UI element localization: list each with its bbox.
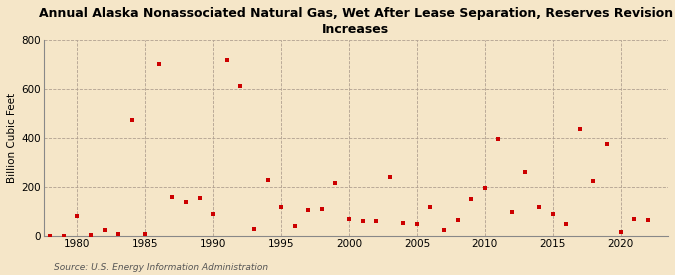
- Point: [520, 170, 531, 174]
- Point: [194, 196, 205, 200]
- Point: [601, 142, 612, 146]
- Point: [140, 231, 151, 236]
- Point: [452, 218, 463, 222]
- Point: [384, 175, 395, 179]
- Point: [317, 207, 327, 211]
- Point: [547, 212, 558, 216]
- Y-axis label: Billion Cubic Feet: Billion Cubic Feet: [7, 93, 17, 183]
- Point: [534, 204, 545, 209]
- Point: [208, 212, 219, 216]
- Point: [167, 195, 178, 199]
- Point: [466, 197, 477, 202]
- Point: [248, 227, 259, 231]
- Point: [126, 117, 137, 122]
- Point: [615, 230, 626, 235]
- Point: [371, 219, 381, 224]
- Title: Annual Alaska Nonassociated Natural Gas, Wet After Lease Separation, Reserves Re: Annual Alaska Nonassociated Natural Gas,…: [38, 7, 673, 36]
- Point: [574, 127, 585, 131]
- Point: [113, 231, 124, 236]
- Point: [303, 208, 314, 213]
- Point: [86, 233, 97, 237]
- Point: [99, 228, 110, 232]
- Point: [412, 222, 423, 226]
- Point: [181, 199, 192, 204]
- Point: [262, 177, 273, 182]
- Point: [357, 219, 368, 224]
- Text: Source: U.S. Energy Information Administration: Source: U.S. Energy Information Administ…: [54, 263, 268, 272]
- Point: [643, 218, 653, 222]
- Point: [275, 204, 286, 209]
- Point: [561, 222, 572, 226]
- Point: [506, 209, 517, 214]
- Point: [628, 217, 639, 221]
- Point: [221, 57, 232, 62]
- Point: [439, 228, 450, 232]
- Point: [72, 214, 83, 219]
- Point: [588, 179, 599, 183]
- Point: [479, 186, 490, 190]
- Point: [425, 204, 436, 209]
- Point: [45, 233, 56, 238]
- Point: [344, 217, 354, 221]
- Point: [290, 224, 300, 229]
- Point: [235, 84, 246, 89]
- Point: [493, 137, 504, 141]
- Point: [398, 220, 408, 225]
- Point: [153, 62, 164, 67]
- Point: [330, 181, 341, 186]
- Point: [59, 233, 70, 238]
